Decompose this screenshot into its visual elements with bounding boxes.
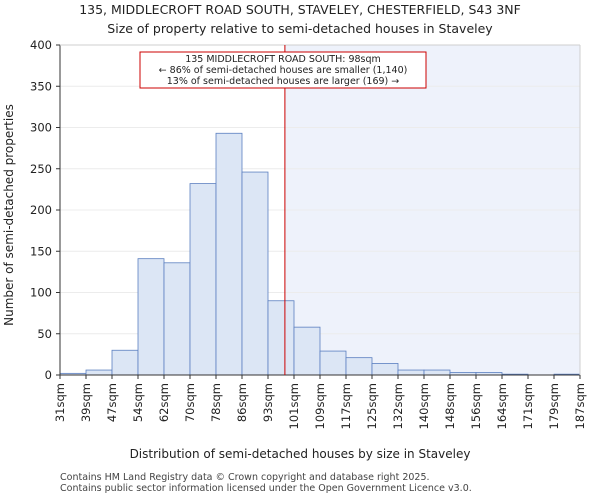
x-tick-label-164sqm: 164sqm xyxy=(495,383,509,429)
x-tick-label-171sqm: 171sqm xyxy=(521,383,535,429)
annotation-line-1: 135 MIDDLECROFT ROAD SOUTH: 98sqm xyxy=(185,54,381,65)
y-tick-label: 50 xyxy=(37,327,52,341)
x-tick-label-187sqm: 187sqm xyxy=(573,383,587,429)
y-tick-label: 0 xyxy=(45,368,52,382)
x-tick-label-156sqm: 156sqm xyxy=(469,383,483,429)
footer-licence: Contains public sector information licen… xyxy=(60,483,472,494)
x-tick-label-47sqm: 47sqm xyxy=(105,383,119,422)
y-tick-label: 100 xyxy=(30,286,52,300)
y-tick-label: 350 xyxy=(30,79,52,93)
bar-39sqm xyxy=(85,369,113,376)
x-tick-label-179sqm: 179sqm xyxy=(547,383,561,429)
bar-117sqm xyxy=(345,357,373,376)
chart-title: 135, MIDDLECROFT ROAD SOUTH, STAVELEY, C… xyxy=(79,2,521,17)
x-tick-label-101sqm: 101sqm xyxy=(287,383,301,429)
x-tick-label-31sqm: 31sqm xyxy=(53,383,67,422)
bar-86sqm xyxy=(241,171,269,376)
x-tick-label-125sqm: 125sqm xyxy=(365,383,379,429)
y-tick-label: 300 xyxy=(30,121,52,135)
x-tick-label-109sqm: 109sqm xyxy=(313,383,327,429)
bar-101sqm xyxy=(293,326,321,376)
x-tick-label-117sqm: 117sqm xyxy=(339,383,353,429)
x-tick-label-132sqm: 132sqm xyxy=(391,383,405,429)
bar-109sqm xyxy=(319,350,347,376)
chart-subtitle: Size of property relative to semi-detach… xyxy=(107,21,493,36)
footer-copyright: Contains HM Land Registry data © Crown c… xyxy=(60,472,430,483)
bar-47sqm xyxy=(111,349,139,376)
bar-125sqm xyxy=(371,363,399,376)
bar-132sqm xyxy=(397,369,425,376)
bar-54sqm xyxy=(137,258,165,376)
x-axis-label: Distribution of semi-detached houses by … xyxy=(130,447,471,461)
y-tick-label: 150 xyxy=(30,244,52,258)
bar-140sqm xyxy=(423,369,451,376)
annotation-line-2: ← 86% of semi-detached houses are smalle… xyxy=(159,65,408,76)
y-tick-label: 400 xyxy=(30,38,52,52)
annotation-box xyxy=(139,51,427,89)
annotation-line-3: 13% of semi-detached houses are larger (… xyxy=(167,76,400,87)
x-tick-label-39sqm: 39sqm xyxy=(79,383,93,422)
x-tick-label-148sqm: 148sqm xyxy=(443,383,457,429)
x-tick-label-54sqm: 54sqm xyxy=(131,383,145,422)
y-tick-label: 200 xyxy=(30,203,52,217)
x-tick-label-62sqm: 62sqm xyxy=(157,383,171,422)
bar-78sqm xyxy=(215,132,243,376)
y-axis-label: Number of semi-detached properties xyxy=(2,104,16,326)
x-tick-label-93sqm: 93sqm xyxy=(261,383,275,422)
bar-93sqm xyxy=(267,300,295,376)
bar-62sqm xyxy=(163,262,191,376)
y-tick-label: 250 xyxy=(30,162,52,176)
x-tick-label-78sqm: 78sqm xyxy=(209,383,223,422)
x-tick-label-140sqm: 140sqm xyxy=(417,383,431,429)
x-tick-label-86sqm: 86sqm xyxy=(235,383,249,422)
bar-70sqm xyxy=(189,183,217,376)
x-tick-label-70sqm: 70sqm xyxy=(183,383,197,422)
